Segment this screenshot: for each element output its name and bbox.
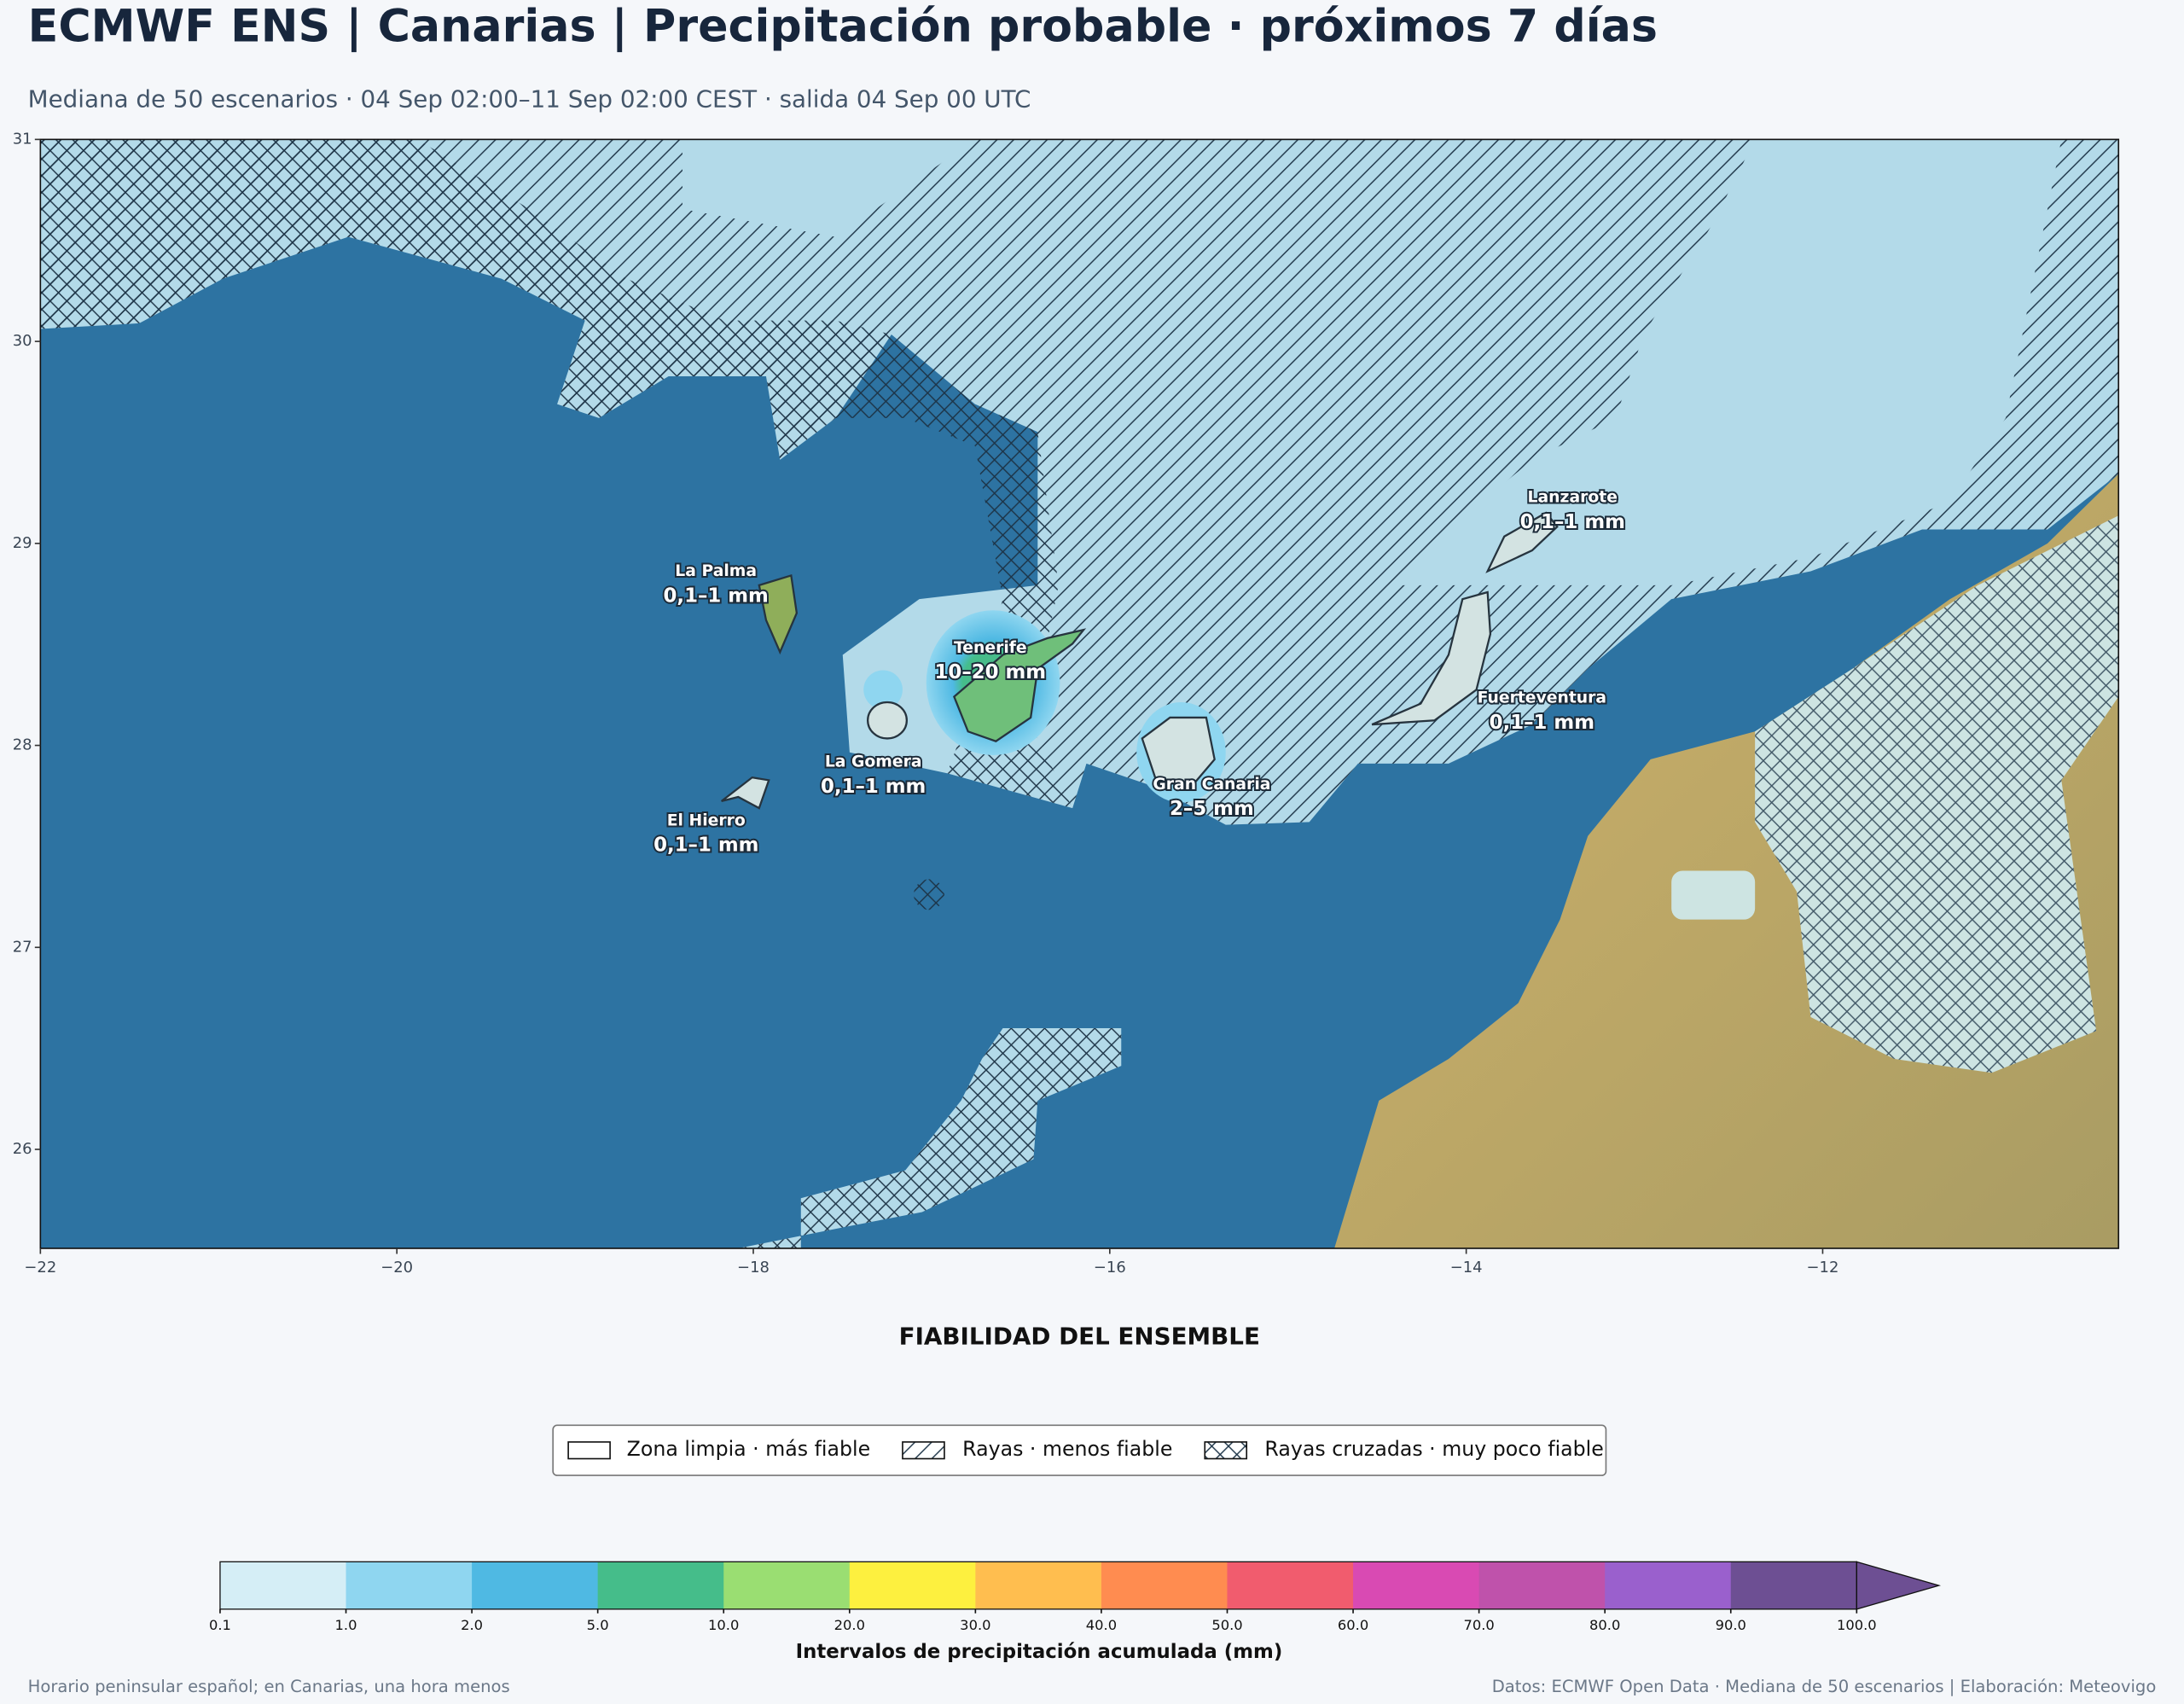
island-value: 0,1–1 mm — [821, 776, 926, 798]
colorbar-tick-label: 1.0 — [335, 1617, 357, 1633]
colorbar-segment — [849, 1562, 977, 1609]
colorbar-tick-label: 2.0 — [461, 1617, 483, 1633]
footer-left: Horario peninsular español; en Canarias,… — [28, 1677, 510, 1696]
colorbar-tick-label: 70.0 — [1463, 1617, 1494, 1633]
island-fuerteventura — [1371, 590, 1492, 726]
colorbar-tick-label: 90.0 — [1716, 1617, 1746, 1633]
island-name: La Palma — [675, 562, 757, 580]
colorbar-tick-label: 10.0 — [708, 1617, 739, 1633]
hatch-spot — [914, 879, 944, 910]
axes: −22 −20 −18 −16 −14 −12 26 27 28 29 30 31 — [13, 130, 1839, 1276]
colorbar-tick-label: 60.0 — [1338, 1617, 1368, 1633]
colorbar-segment — [1730, 1562, 1858, 1609]
hatch-unreliable-africa — [1755, 515, 2119, 1073]
colorbar-segment — [472, 1562, 599, 1609]
legend-label: Rayas cruzadas · muy poco fiable — [1264, 1437, 1603, 1461]
island-name: Fuerteventura — [1478, 689, 1607, 707]
y-tick-label: 27 — [13, 938, 32, 956]
island-la-gomera — [867, 701, 908, 740]
colorbar-tick-label: 100.0 — [1837, 1617, 1877, 1633]
hatch-less-reliable — [40, 139, 2119, 825]
colorbar-segment — [1227, 1562, 1354, 1609]
colorbar-tick-label: 40.0 — [1086, 1617, 1117, 1633]
colorbar-extend — [1856, 1561, 1942, 1610]
colorbar-tick-label: 0.1 — [209, 1617, 231, 1633]
island-value: 0,1–1 mm — [653, 835, 758, 857]
colorbar: 0.1 1.0 2.0 5.0 10.0 20.0 30.0 40.0 50.0 60.0 70.0… — [209, 1561, 1942, 1633]
colorbar-tick-label: 30.0 — [960, 1617, 990, 1633]
legend-label: Rayas · menos fiable — [962, 1437, 1172, 1461]
colorbar-segment — [975, 1562, 1102, 1609]
subtitle: Mediana de 50 escenarios · 04 Sep 02:00–… — [28, 85, 1031, 113]
island-la-palma — [758, 573, 799, 655]
legend-box — [552, 1424, 1607, 1476]
colorbar-segment — [1353, 1562, 1480, 1609]
island-value: 2–5 mm — [1170, 798, 1254, 820]
map-frame — [39, 138, 2120, 1249]
y-tick-label: 28 — [13, 736, 32, 754]
island-value: 0,1–1 mm — [1490, 712, 1594, 734]
colorbar-segment — [1101, 1562, 1228, 1609]
legend-patch — [1204, 1441, 1248, 1460]
footer-right: Datos: ECMWF Open Data · Mediana de 50 e… — [1492, 1677, 2157, 1696]
y-tick-label: 31 — [13, 130, 32, 148]
legend-label: Zona limpia · más fiable — [627, 1437, 870, 1461]
islands — [721, 511, 1559, 810]
colorbar-tick-label: 20.0 — [834, 1617, 865, 1633]
island-name: Lanzarote — [1528, 488, 1618, 506]
island-name: La Gomera — [825, 753, 922, 771]
precip-gomera — [863, 670, 903, 710]
island-el-hierro — [721, 776, 770, 810]
island-value: 10–20 mm — [935, 661, 1047, 683]
island-value: 0,1–1 mm — [664, 584, 769, 607]
island-labels: La Palma 0,1–1 mm Tenerife 10–20 mm La Gomer… — [652, 487, 1627, 858]
x-tick-label: −20 — [380, 1259, 413, 1277]
island-gran-canaria — [1141, 716, 1216, 788]
map — [40, 139, 2119, 1248]
island-name: Gran Canaria — [1153, 776, 1270, 794]
colorbar-segment — [346, 1562, 473, 1609]
colorbar-frame — [219, 1561, 1857, 1610]
y-tick-label: 26 — [13, 1140, 32, 1158]
legend-title: FIABILIDAD DEL ENSEMBLE — [899, 1322, 1260, 1350]
colorbar-segment — [1478, 1562, 1606, 1609]
colorbar-segment — [1605, 1562, 1732, 1609]
title: ECMWF ENS | Canarias | Precipitación pro… — [28, 1, 1658, 52]
x-tick-label: −14 — [1450, 1259, 1483, 1277]
island-name: Tenerife — [954, 639, 1027, 657]
colorbar-tick-label: 50.0 — [1211, 1617, 1242, 1633]
island-name: El Hierro — [667, 811, 746, 829]
x-tick-label: −12 — [1807, 1259, 1839, 1277]
island-tenerife — [953, 628, 1087, 742]
x-tick-label: −16 — [1094, 1259, 1126, 1277]
colorbar-tick-label: 5.0 — [587, 1617, 609, 1633]
legend-patch — [902, 1441, 945, 1460]
colorbar-segment — [723, 1562, 851, 1609]
y-tick-label: 29 — [13, 534, 32, 552]
colorbar-segment — [597, 1562, 725, 1609]
colorbar-tick-label: 80.0 — [1589, 1617, 1620, 1633]
precip-patch — [1671, 870, 1756, 920]
colorbar-segment — [219, 1562, 347, 1609]
x-tick-label: −18 — [737, 1259, 770, 1277]
island-value: 0,1–1 mm — [1520, 511, 1625, 533]
legend-patch — [567, 1441, 611, 1460]
colorbar-label: Intervalos de precipitación acumulada (m… — [796, 1641, 1283, 1663]
y-tick-label: 30 — [13, 332, 32, 350]
island-lanzarote — [1485, 511, 1559, 573]
hatch-unreliable-south — [738, 1028, 1122, 1248]
x-tick-label: −22 — [24, 1259, 56, 1277]
